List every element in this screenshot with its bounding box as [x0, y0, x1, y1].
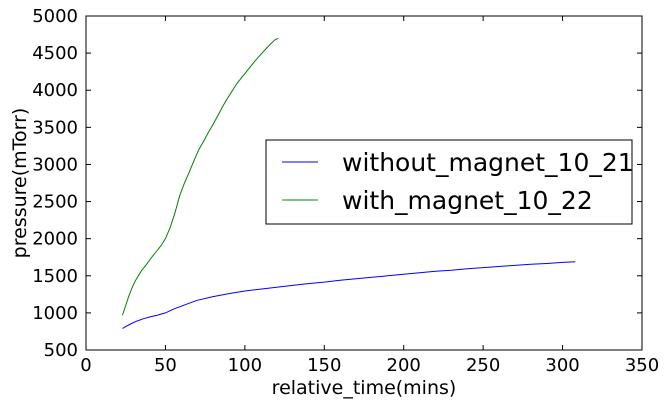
series-line-1: [122, 37, 279, 316]
y-tick-label: 500: [44, 340, 78, 361]
y-tick-label: 1000: [32, 303, 78, 324]
x-tick-label: 200: [387, 355, 421, 376]
legend-label-without-magnet: without_magnet_10_21: [342, 148, 634, 177]
y-tick-label: 3500: [32, 117, 78, 138]
x-tick-label: 150: [307, 355, 341, 376]
x-tick-label: 250: [466, 355, 500, 376]
x-tick-label: 300: [545, 355, 579, 376]
y-axis-label: pressure(mTorr): [9, 108, 31, 259]
y-tick-label: 1500: [32, 266, 78, 287]
y-tick-label: 2000: [32, 229, 78, 250]
x-axis-ticks: 0 50 100 150 200 250 300 350: [80, 16, 659, 376]
legend-box: [265, 139, 633, 225]
legend: without_magnet_10_21 with_magnet_10_22: [265, 139, 634, 225]
series-line-0: [122, 261, 576, 329]
y-tick-label: 4000: [32, 80, 78, 101]
y-tick-label: 3000: [32, 154, 78, 175]
y-tick-label: 2500: [32, 192, 78, 213]
x-tick-label: 0: [80, 355, 91, 376]
plot-frame: [85, 15, 643, 351]
legend-label-with-magnet: with_magnet_10_22: [342, 186, 593, 215]
x-tick-label: 350: [625, 355, 659, 376]
y-axis-ticks: 500 1000 1500 2000 2500 3000 3500 4000 4500 5000: [32, 6, 642, 361]
x-axis-label: relative_time(mins): [272, 377, 457, 399]
y-tick-label: 4500: [32, 43, 78, 64]
x-tick-label: 50: [154, 355, 177, 376]
x-tick-label: 100: [228, 355, 262, 376]
series-layer: [122, 37, 576, 329]
y-tick-label: 5000: [32, 6, 78, 27]
